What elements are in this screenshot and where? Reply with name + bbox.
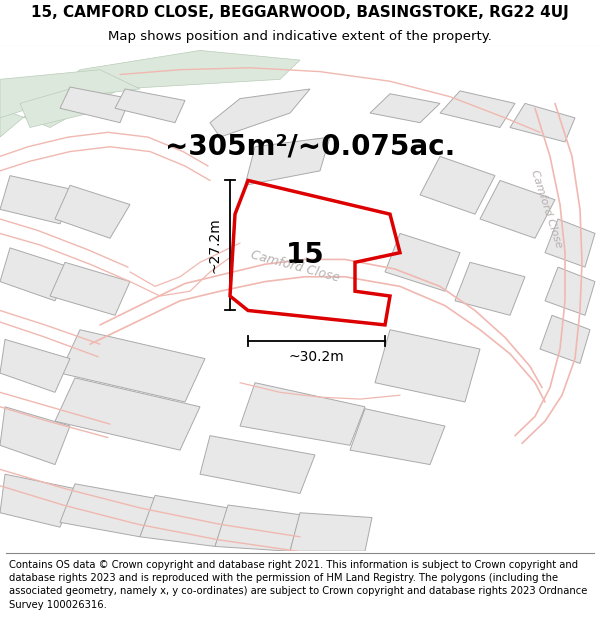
Text: Camford Close: Camford Close (529, 169, 563, 250)
Text: ~27.2m: ~27.2m (207, 217, 221, 273)
Polygon shape (210, 89, 310, 137)
Text: 15, CAMFORD CLOSE, BEGGARWOOD, BASINGSTOKE, RG22 4UJ: 15, CAMFORD CLOSE, BEGGARWOOD, BASINGSTO… (31, 5, 569, 20)
Polygon shape (0, 51, 300, 137)
Polygon shape (50, 262, 130, 315)
Polygon shape (240, 382, 365, 445)
Polygon shape (420, 156, 495, 214)
Polygon shape (350, 409, 445, 464)
Polygon shape (0, 339, 70, 392)
Polygon shape (115, 89, 185, 122)
Text: ~305m²/~0.075ac.: ~305m²/~0.075ac. (165, 132, 455, 161)
Text: Map shows position and indicative extent of the property.: Map shows position and indicative extent… (108, 30, 492, 43)
Polygon shape (55, 185, 130, 238)
Polygon shape (545, 219, 595, 267)
Polygon shape (545, 267, 595, 315)
Polygon shape (20, 89, 110, 127)
Polygon shape (510, 103, 575, 142)
Polygon shape (60, 330, 205, 402)
Polygon shape (0, 70, 140, 118)
Polygon shape (60, 87, 130, 123)
Polygon shape (0, 474, 75, 527)
Polygon shape (385, 233, 460, 291)
Text: 15: 15 (286, 241, 325, 269)
Polygon shape (215, 505, 300, 551)
Polygon shape (0, 248, 70, 301)
Text: Camford Close: Camford Close (249, 248, 341, 284)
Polygon shape (480, 181, 555, 238)
Polygon shape (55, 378, 200, 450)
Polygon shape (0, 176, 75, 224)
Polygon shape (375, 330, 480, 402)
Polygon shape (455, 262, 525, 315)
Polygon shape (370, 94, 440, 122)
Polygon shape (540, 315, 590, 364)
Polygon shape (140, 496, 228, 546)
Text: Contains OS data © Crown copyright and database right 2021. This information is : Contains OS data © Crown copyright and d… (9, 560, 587, 610)
Text: ~30.2m: ~30.2m (289, 350, 344, 364)
Polygon shape (290, 512, 372, 551)
Polygon shape (200, 436, 315, 494)
Polygon shape (440, 91, 515, 128)
Polygon shape (0, 407, 70, 464)
Polygon shape (60, 484, 155, 537)
Polygon shape (245, 137, 330, 185)
